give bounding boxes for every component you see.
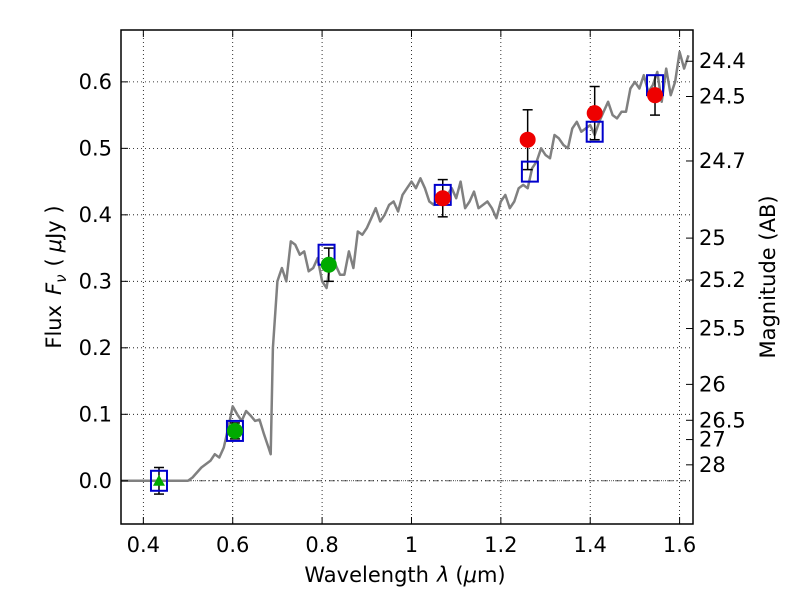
photometry-point [647, 87, 664, 104]
y-axis-label-text: Flux [42, 305, 66, 349]
y2-axis-label: Magnitude (AB) [756, 195, 780, 358]
y2-tick-label: 25.2 [699, 268, 746, 292]
y-tick-label: 0.4 [79, 203, 112, 227]
model-photometry-square [149, 469, 168, 492]
y-axis-label-unit-rest: Jy ) [42, 205, 66, 241]
y-tick-label: 0.6 [79, 70, 112, 94]
spectrum-line [121, 50, 690, 483]
photometry-point [434, 190, 451, 207]
x-tick-label: 1.2 [484, 533, 517, 557]
x-axis-label-unit-open: ( [455, 563, 463, 587]
y2-tick-label: 24.7 [699, 149, 746, 173]
y-axis-label-symbol: F [42, 282, 66, 295]
upper-limit-triangle [152, 474, 165, 486]
x-axis-label-text: Wavelength [304, 563, 429, 587]
y-axis-label-unit-mu: μ [42, 239, 66, 253]
y2-tick-label: 25.5 [699, 317, 746, 341]
y2-tick-label: 25 [699, 226, 726, 250]
y2-tick-label: 28 [699, 453, 726, 477]
y-axis-label-unit-open: ( [42, 258, 66, 266]
y-tick-label: 0.2 [79, 336, 112, 360]
y-tick-label: 0.1 [79, 402, 112, 426]
y-tick-label: 0.0 [79, 469, 112, 493]
y2-tick-label: 24.4 [699, 49, 746, 73]
x-axis-label-unit-mu: μ [463, 563, 477, 587]
y-tick-label: 0.3 [79, 269, 112, 293]
photometry-point [519, 131, 536, 148]
y2-tick-label: 26 [699, 372, 726, 396]
y-axis-label: Flux Fν ( μJy ) [42, 205, 70, 348]
y-axis-ticks: 0.0 0.1 0.2 0.3 0.4 0.5 0.6 [79, 70, 128, 493]
marker-layer [149, 74, 665, 492]
y2-tick-label: 26.5 [699, 408, 746, 432]
x-axis-label-unit-rest: m) [477, 563, 506, 587]
x-tick-label: 0.4 [127, 533, 160, 557]
x-tick-label: 0.6 [216, 533, 249, 557]
x-axis-label: Wavelength λ (μm) [304, 563, 505, 587]
y2-tick-label: 24.5 [699, 84, 746, 108]
x-tick-label: 0.8 [305, 533, 338, 557]
x-tick-label: 1.4 [574, 533, 607, 557]
x-axis-label-symbol: λ [436, 563, 449, 587]
x-tick-label: 1 [405, 533, 418, 557]
grid [121, 30, 693, 524]
photometry-point [320, 256, 337, 273]
model-photometry-square [585, 120, 604, 143]
y2-tick-label: 27 [699, 428, 726, 452]
y-tick-label: 0.5 [79, 136, 112, 160]
model-photometry-square [520, 160, 539, 183]
spectrum-line-layer [121, 50, 690, 483]
x-tick-label: 1.6 [663, 533, 696, 557]
x-axis-ticks: 0.4 0.6 0.8 1 1.2 1.4 1.6 [127, 30, 696, 557]
y-axis-label-sub: ν [52, 274, 70, 282]
photometry-point [586, 105, 603, 122]
photometry-point [226, 422, 243, 439]
plot-frame [120, 29, 694, 525]
